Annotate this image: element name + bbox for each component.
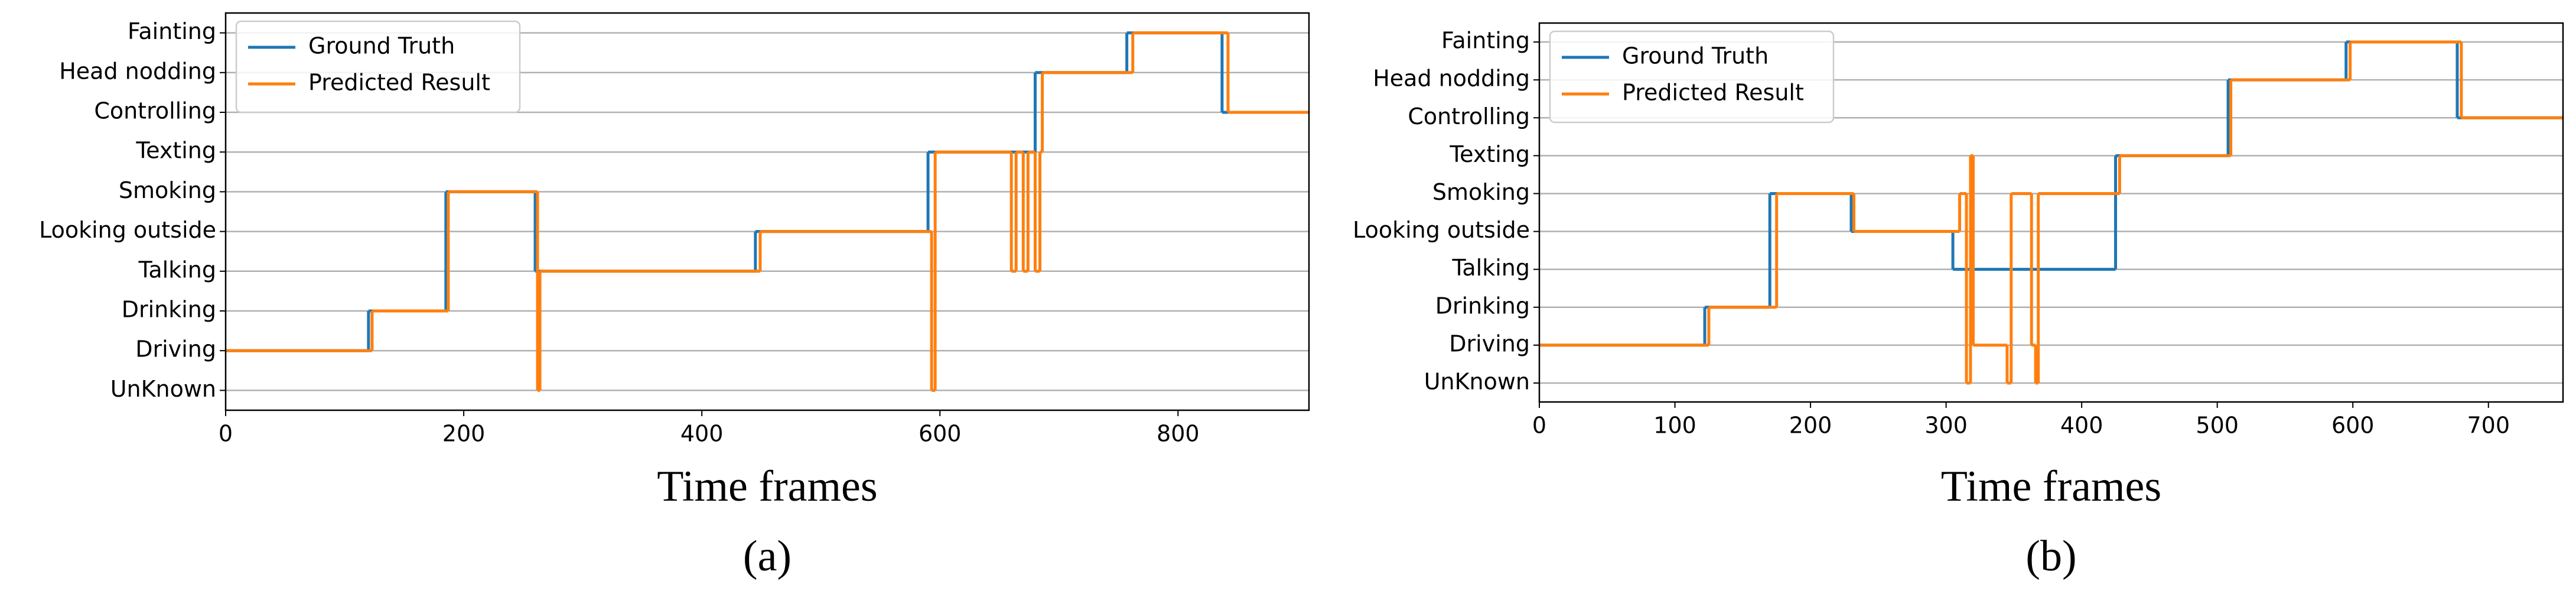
series: [1539, 40, 2563, 385]
caption: (a): [743, 532, 792, 580]
x-tick-label: 0: [219, 421, 233, 447]
legend-label: Ground Truth: [1622, 43, 1769, 69]
y-tick-label: UnKnown: [110, 376, 216, 402]
y-tick-label: Texting: [1449, 141, 1530, 167]
y-tick-label: Drinking: [1435, 293, 1530, 319]
x-axis-label: Time frames: [1941, 462, 2161, 511]
y-tick-label: Talking: [1451, 255, 1530, 281]
y-tick-label: Smoking: [119, 177, 216, 203]
legend-label: Predicted Result: [308, 70, 490, 96]
series: [226, 31, 1309, 392]
x-tick-label: 500: [2196, 413, 2239, 439]
x-tick-label: 400: [680, 421, 724, 447]
x-tick-label: 0: [1532, 413, 1546, 439]
legend-label: Ground Truth: [308, 33, 455, 59]
caption: (b): [2025, 532, 2076, 580]
y-tick-label: Texting: [135, 138, 216, 164]
legend-box: [1549, 30, 1835, 124]
y-tick-label: Looking outside: [39, 217, 216, 243]
y-tick-label: Driving: [1449, 330, 1530, 356]
y-tick-label: Fainting: [128, 18, 216, 44]
y-tick-label: Smoking: [1432, 179, 1530, 205]
legend-box: [235, 20, 521, 113]
y-tick-label: Looking outside: [1353, 217, 1530, 243]
y-tick-label: Head nodding: [59, 58, 216, 84]
plot-frame: [224, 12, 1310, 411]
y-tick-label: Driving: [135, 336, 216, 362]
x-tick-label: 300: [1924, 413, 1968, 439]
y-tick-label: Controlling: [94, 98, 216, 124]
x-tick-label: 200: [1789, 413, 1832, 439]
x-tick-label: 600: [2331, 413, 2375, 439]
x-tick-label: 800: [1157, 421, 1200, 447]
legend-label: Predicted Result: [1622, 80, 1804, 106]
y-tick-label: Head nodding: [1373, 66, 1530, 92]
y-tick-label: Fainting: [1441, 28, 1530, 54]
y-tick-label: Talking: [138, 257, 216, 283]
plot-frame: [1538, 22, 2564, 403]
x-axis-label: Time frames: [657, 462, 877, 511]
x-tick-label: 100: [1653, 413, 1696, 439]
y-tick-label: UnKnown: [1424, 368, 1530, 394]
y-tick-label: Controlling: [1408, 103, 1530, 129]
x-tick-label: 600: [919, 421, 962, 447]
y-tick-label: Drinking: [122, 297, 216, 323]
x-tick-label: 200: [442, 421, 486, 447]
x-tick-label: 400: [2060, 413, 2103, 439]
x-tick-label: 700: [2467, 413, 2510, 439]
